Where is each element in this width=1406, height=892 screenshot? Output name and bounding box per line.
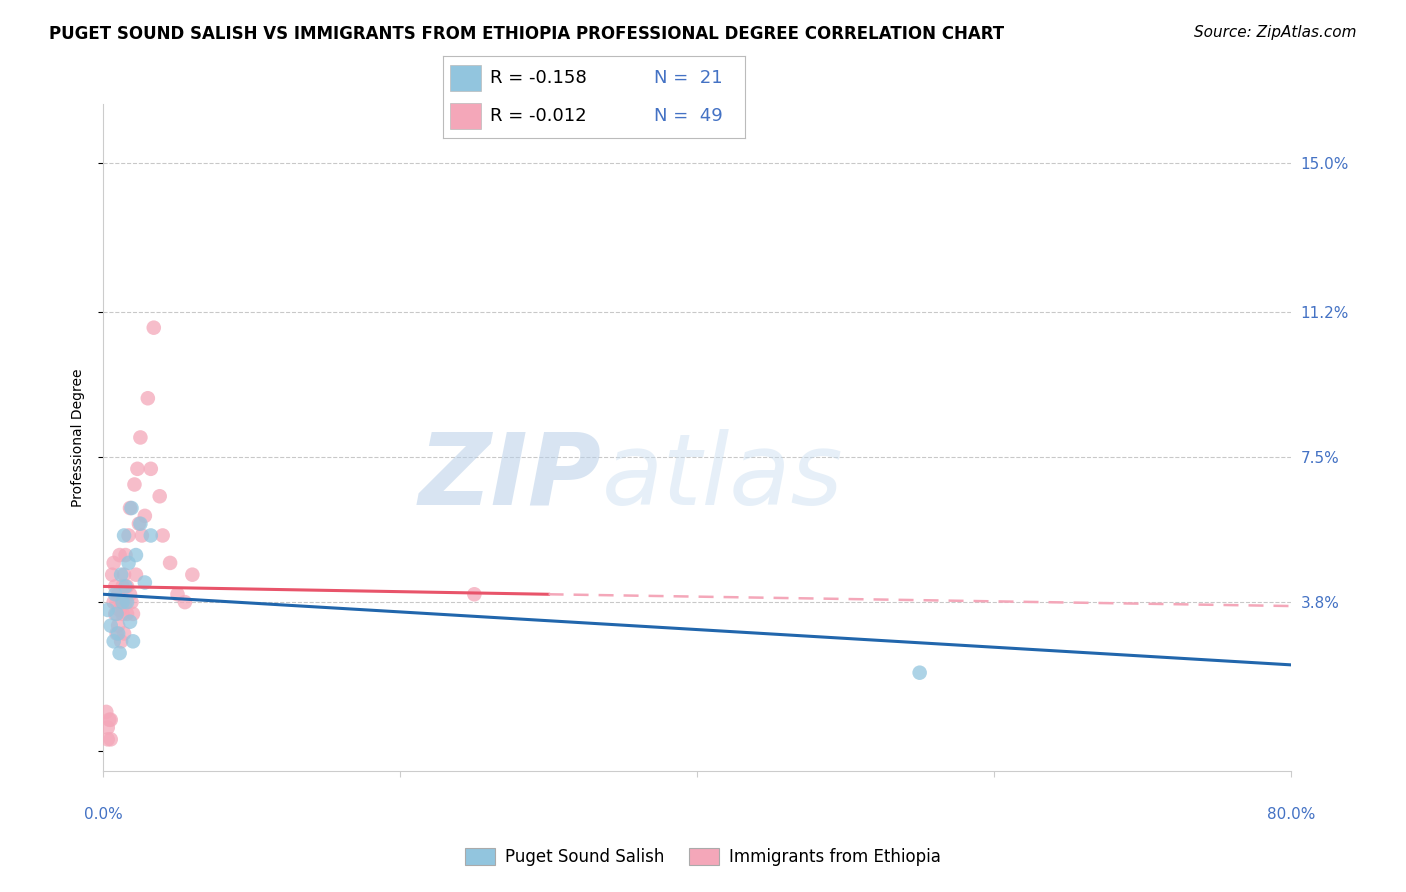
Point [97, 603, 120, 617]
Point [100, 732, 122, 747]
Point [114, 595, 136, 609]
Point [111, 579, 134, 593]
Point [117, 556, 139, 570]
Point [105, 626, 128, 640]
Point [96, 705, 118, 719]
Point [124, 477, 146, 491]
Text: N =  49: N = 49 [655, 107, 723, 125]
Point [112, 626, 135, 640]
Point [107, 587, 129, 601]
Point [142, 320, 165, 334]
Point [104, 607, 127, 621]
Text: 80.0%: 80.0% [1267, 807, 1315, 822]
Point [134, 508, 156, 523]
Point [108, 603, 131, 617]
Point [112, 528, 135, 542]
Text: R = -0.158: R = -0.158 [489, 70, 586, 87]
Point [152, 528, 174, 542]
Point [105, 595, 128, 609]
Point [114, 548, 136, 562]
Point [103, 634, 125, 648]
Point [129, 516, 152, 531]
Point [100, 618, 122, 632]
Point [105, 607, 128, 621]
Point [107, 618, 129, 632]
Text: ZIP: ZIP [419, 429, 602, 526]
Point [98, 713, 121, 727]
Point [97, 721, 120, 735]
Point [110, 595, 132, 609]
Point [100, 713, 122, 727]
Point [118, 587, 141, 601]
Legend: Puget Sound Salish, Immigrants from Ethiopia: Puget Sound Salish, Immigrants from Ethi… [458, 841, 948, 873]
Point [139, 462, 162, 476]
Point [110, 567, 132, 582]
Point [97, 732, 120, 747]
Text: 0.0%: 0.0% [84, 807, 122, 822]
Point [101, 567, 124, 582]
Point [174, 595, 197, 609]
Point [110, 634, 132, 648]
Point [181, 567, 204, 582]
Text: atlas: atlas [602, 429, 844, 526]
Point [121, 595, 143, 609]
Point [117, 528, 139, 542]
Point [108, 646, 131, 660]
Point [115, 595, 138, 609]
Point [908, 665, 931, 680]
Point [118, 615, 141, 629]
Point [115, 607, 138, 621]
Point [129, 430, 152, 444]
Point [128, 516, 150, 531]
Point [103, 556, 125, 570]
Point [103, 595, 125, 609]
Text: Source: ZipAtlas.com: Source: ZipAtlas.com [1194, 25, 1357, 40]
Point [111, 595, 134, 609]
Point [122, 634, 145, 648]
Point [127, 462, 149, 476]
Point [115, 579, 138, 593]
Point [166, 587, 188, 601]
FancyBboxPatch shape [450, 103, 481, 129]
Point [125, 567, 148, 582]
Point [122, 607, 145, 621]
FancyBboxPatch shape [450, 65, 481, 92]
Text: PUGET SOUND SALISH VS IMMIGRANTS FROM ETHIOPIA PROFESSIONAL DEGREE CORRELATION C: PUGET SOUND SALISH VS IMMIGRANTS FROM ET… [49, 25, 1004, 43]
Point [136, 391, 159, 405]
Point [112, 567, 135, 582]
Point [108, 548, 131, 562]
Point [121, 501, 143, 516]
Point [139, 528, 162, 542]
Point [149, 489, 172, 503]
Y-axis label: Professional Degree: Professional Degree [72, 368, 86, 507]
Text: N =  21: N = 21 [655, 70, 723, 87]
Point [118, 501, 141, 516]
Point [107, 626, 129, 640]
Point [159, 556, 181, 570]
Point [111, 607, 134, 621]
Point [114, 579, 136, 593]
Point [104, 587, 127, 601]
Point [463, 587, 485, 601]
Point [104, 579, 127, 593]
Point [131, 528, 153, 542]
Text: R = -0.012: R = -0.012 [489, 107, 586, 125]
Point [125, 548, 148, 562]
Point [134, 575, 156, 590]
